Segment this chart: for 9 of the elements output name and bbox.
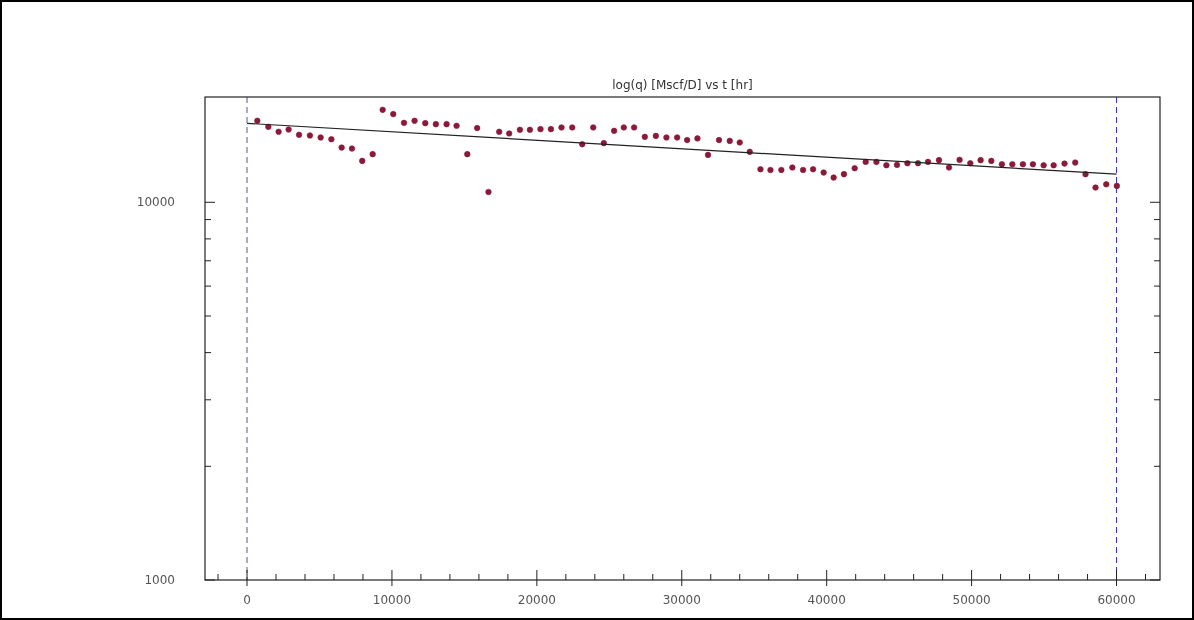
x-tick-label: 60000 bbox=[1097, 593, 1136, 607]
x-tick-label: 50000 bbox=[952, 593, 991, 607]
x-tick-label: 40000 bbox=[807, 593, 846, 607]
x-tick-label: 10000 bbox=[372, 593, 412, 607]
chart-title: log(q) [Mscf/D] vs t [hr] bbox=[612, 78, 753, 92]
x-tick-label: 30000 bbox=[662, 593, 701, 607]
y-tick-label: 1000 bbox=[144, 573, 175, 587]
x-tick-label: 0 bbox=[243, 593, 251, 607]
x-tick-label: 20000 bbox=[517, 593, 556, 607]
